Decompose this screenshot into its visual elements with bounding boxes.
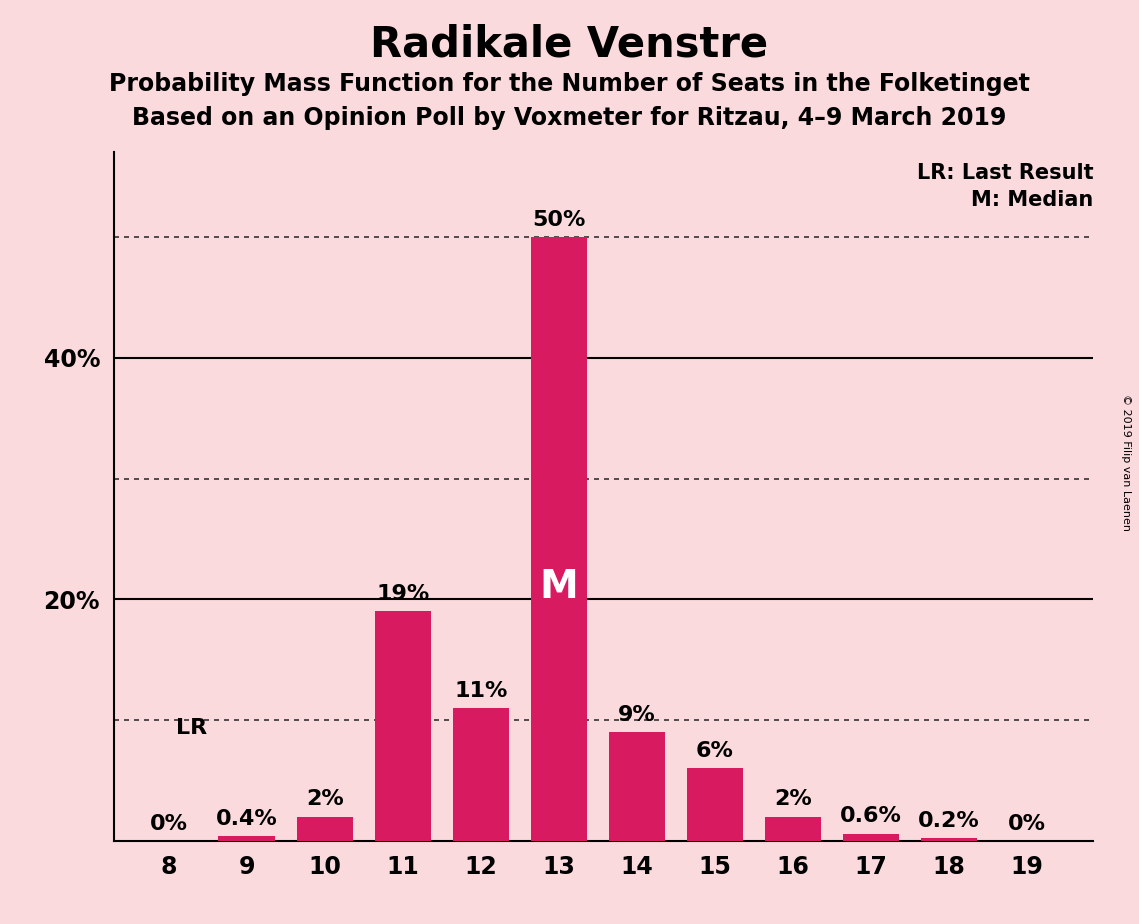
- Bar: [843, 833, 899, 841]
- Bar: [296, 817, 353, 841]
- Bar: [921, 838, 977, 841]
- Text: 19%: 19%: [376, 584, 429, 604]
- Bar: [687, 769, 743, 841]
- Text: 0.4%: 0.4%: [215, 808, 278, 829]
- Text: 0%: 0%: [1008, 814, 1046, 833]
- Text: 0.2%: 0.2%: [918, 811, 980, 832]
- Text: 0.6%: 0.6%: [841, 807, 902, 826]
- Text: © 2019 Filip van Laenen: © 2019 Filip van Laenen: [1121, 394, 1131, 530]
- Bar: [608, 732, 665, 841]
- Text: Radikale Venstre: Radikale Venstre: [370, 23, 769, 65]
- Text: M: M: [540, 568, 579, 606]
- Text: LR: LR: [177, 718, 207, 738]
- Bar: [219, 836, 274, 841]
- Text: M: Median: M: Median: [972, 190, 1093, 211]
- Bar: [375, 612, 431, 841]
- Text: 11%: 11%: [454, 681, 508, 700]
- Text: Probability Mass Function for the Number of Seats in the Folketinget: Probability Mass Function for the Number…: [109, 72, 1030, 96]
- Text: 2%: 2%: [775, 789, 812, 809]
- Bar: [765, 817, 821, 841]
- Text: 6%: 6%: [696, 741, 734, 761]
- Text: LR: Last Result: LR: Last Result: [917, 163, 1093, 183]
- Text: 50%: 50%: [532, 210, 585, 230]
- Text: 9%: 9%: [618, 705, 656, 725]
- Bar: [452, 708, 509, 841]
- Text: 0%: 0%: [149, 814, 188, 833]
- Text: Based on an Opinion Poll by Voxmeter for Ritzau, 4–9 March 2019: Based on an Opinion Poll by Voxmeter for…: [132, 106, 1007, 130]
- Bar: [531, 237, 587, 841]
- Text: 2%: 2%: [305, 789, 344, 809]
